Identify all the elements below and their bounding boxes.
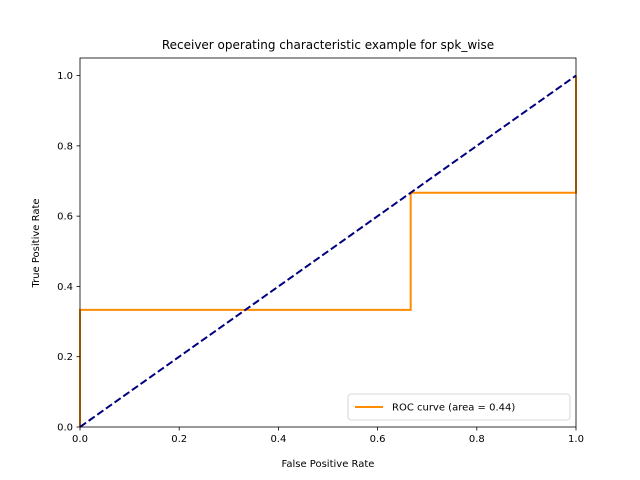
x-axis-label: False Positive Rate: [282, 459, 375, 470]
y-tick-label: 0.8: [57, 141, 73, 152]
chance-diagonal-line: [79, 74, 577, 428]
axis-ticks: 0.0 0.2 0.4 0.6 0.8 1.0 0.0 0.2 0.4 0.6 0.8 1.0: [57, 71, 584, 445]
legend-entry-label: ROC curve (area = 0.44): [392, 403, 515, 414]
x-tick-label: 0.2: [171, 434, 187, 445]
y-tick-label: 0.4: [57, 282, 73, 293]
y-tick-label: 0.6: [57, 212, 73, 223]
x-tick-label: 0.4: [270, 434, 286, 445]
plot-area: [79, 57, 577, 428]
axes-frame: [79, 57, 577, 428]
y-tick-label: 0.2: [57, 352, 73, 363]
x-tick-label: 0.0: [72, 434, 88, 445]
y-tick-label: 1.0: [57, 71, 73, 82]
y-axis-label: True Positive Rate: [31, 198, 42, 288]
legend-box: [347, 393, 571, 421]
x-tick-label: 0.6: [370, 434, 386, 445]
y-tick-label: 0.0: [57, 423, 73, 434]
legend: ROC curve (area = 0.44): [347, 393, 571, 421]
x-tick-label: 1.0: [568, 434, 584, 445]
x-tick-label: 0.8: [469, 434, 485, 445]
chart-title: Receiver operating characteristic exampl…: [162, 38, 494, 52]
